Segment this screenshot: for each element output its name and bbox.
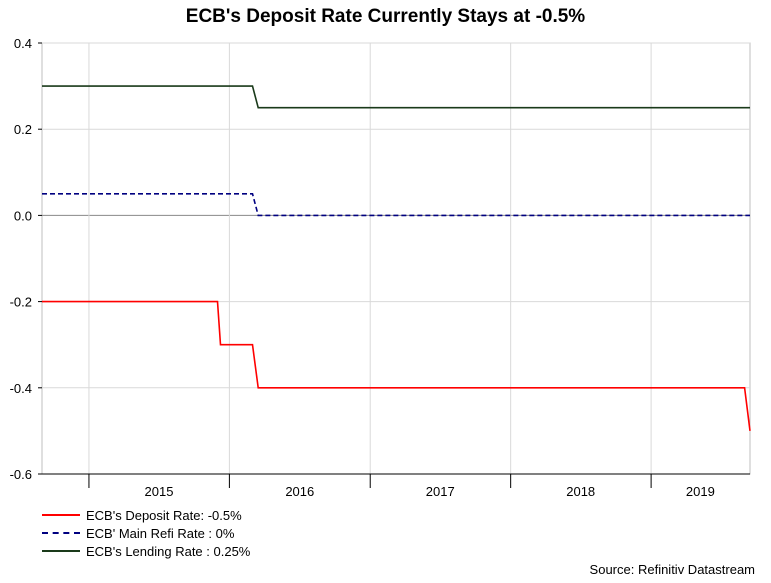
y-tick-label: -0.2 bbox=[10, 295, 32, 310]
x-tick-label: 2019 bbox=[686, 484, 715, 499]
legend-item-lending: ECB's Lending Rate : 0.25% bbox=[42, 542, 250, 560]
y-tick-label: 0.2 bbox=[14, 122, 32, 137]
legend-label-deposit: ECB's Deposit Rate: -0.5% bbox=[86, 507, 242, 523]
x-tick-label: 2016 bbox=[285, 484, 314, 499]
series-line-3 bbox=[42, 85, 750, 109]
chart-legend: ECB's Deposit Rate: -0.5% ECB' Main Refi… bbox=[42, 506, 250, 560]
y-tick-label: -0.6 bbox=[10, 467, 32, 482]
series-line-2 bbox=[42, 193, 750, 217]
y-tick-label: 0.0 bbox=[14, 208, 32, 223]
x-tick-label: 2018 bbox=[566, 484, 595, 499]
legend-item-refi: ECB' Main Refi Rate : 0% bbox=[42, 524, 250, 542]
source-note: Source: Refinitiv Datastream bbox=[589, 562, 755, 577]
legend-label-refi: ECB' Main Refi Rate : 0% bbox=[86, 525, 235, 541]
x-tick-label: 2015 bbox=[145, 484, 174, 499]
legend-swatch-deposit bbox=[42, 514, 80, 516]
legend-label-lending: ECB's Lending Rate : 0.25% bbox=[86, 543, 251, 559]
y-tick-label: -0.4 bbox=[10, 381, 32, 396]
legend-swatch-lending bbox=[42, 550, 80, 552]
x-tick-label: 2017 bbox=[426, 484, 455, 499]
chart-title: ECB's Deposit Rate Currently Stays at -0… bbox=[185, 6, 586, 27]
y-tick-label: 0.4 bbox=[14, 36, 32, 51]
legend-item-deposit: ECB's Deposit Rate: -0.5% bbox=[42, 506, 250, 524]
legend-swatch-refi bbox=[42, 532, 80, 534]
series-line-1 bbox=[42, 300, 751, 431]
